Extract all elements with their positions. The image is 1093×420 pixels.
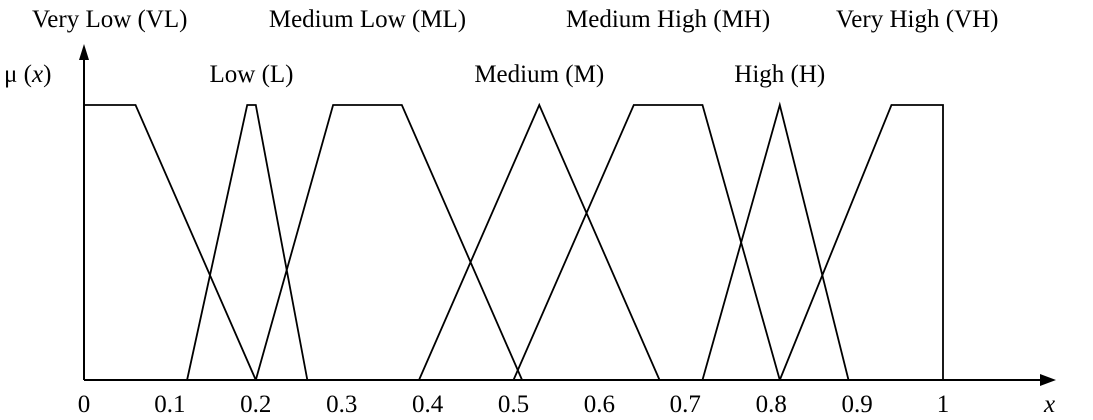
series-label-medium-m: Medium (M) — [474, 61, 604, 88]
x-axis-arrowhead — [1040, 374, 1056, 386]
mf-line-very-high-vh — [778, 104, 944, 381]
x-tick-label: 0.1 — [154, 391, 185, 418]
series-label-low-l: Low (L) — [210, 61, 294, 88]
y-axis-arrowhead — [79, 44, 89, 60]
x-tick-label: 1 — [937, 391, 950, 418]
series-label-medium-low-ml: Medium Low (ML) — [269, 6, 466, 33]
x-tick-label: 0.4 — [412, 391, 444, 418]
x-tick-label: 0.6 — [584, 391, 615, 418]
membership-functions — [84, 101, 944, 381]
x-tick-labels: 0 0.1 0.2 0.3 0.4 0.5 0.6 0.7 0.8 0.9 1 — [78, 391, 950, 418]
x-tick-label: 0.7 — [670, 391, 701, 418]
series-label-very-low-vl: Very Low (VL) — [32, 6, 188, 33]
x-axis-label: x — [1043, 391, 1055, 418]
y-axis-label: μ (x) — [4, 61, 51, 88]
x-tick-label: 0.8 — [756, 391, 787, 418]
series-label-high-h: High (H) — [734, 61, 825, 88]
series-labels: Very Low (VL) Low (L) Medium Low (ML) Mediu… — [32, 6, 998, 88]
mf-line-medium-low-ml — [254, 104, 523, 381]
mf-line-medium-high-mh — [512, 104, 781, 381]
mf-line-low-l — [186, 104, 309, 381]
mf-line-medium-m — [418, 102, 661, 381]
x-tick-label: 0 — [78, 391, 91, 418]
mf-line-very-low-vl — [84, 104, 257, 381]
series-label-very-high-vh: Very High (VH) — [836, 6, 998, 33]
x-tick-label: 0.5 — [498, 391, 529, 418]
series-label-medium-high-mh: Medium High (MH) — [566, 6, 770, 33]
x-tick-label: 0.2 — [240, 391, 271, 418]
x-tick-label: 0.9 — [841, 391, 872, 418]
x-tick-label: 0.3 — [326, 391, 357, 418]
mf-line-high-h — [701, 101, 850, 381]
